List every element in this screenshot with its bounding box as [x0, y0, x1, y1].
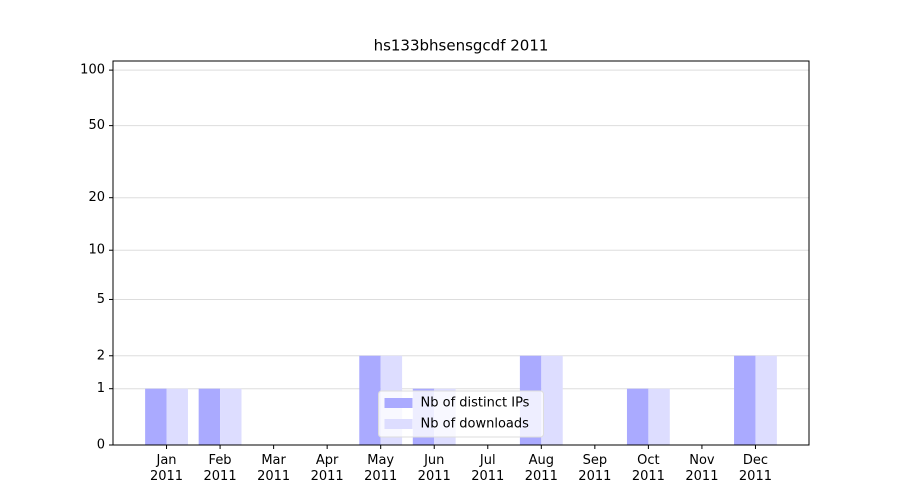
- legend-box: [378, 390, 544, 438]
- bar: [755, 355, 777, 445]
- y-tick-label: 50: [88, 118, 105, 133]
- bar: [359, 355, 381, 445]
- bar: [220, 388, 242, 445]
- plot-frame: [112, 60, 810, 446]
- y-tick-label: 20: [88, 190, 105, 205]
- y-tick-label: 5: [97, 292, 105, 307]
- x-tick-label: Jul 2011: [471, 453, 505, 484]
- y-tick-label: 10: [88, 243, 105, 258]
- legend-swatch: [384, 419, 413, 429]
- bar: [626, 388, 649, 445]
- x-tick-label: Feb 2011: [203, 453, 237, 484]
- y-tick-label: 0: [97, 438, 105, 453]
- bar: [198, 388, 221, 445]
- legend: Nb of distinct IPs Nb of downloads: [378, 390, 544, 438]
- x-tick-label: Dec 2011: [738, 453, 772, 484]
- legend-label: Nb of distinct IPs: [421, 396, 530, 411]
- legend-swatch: [384, 398, 413, 408]
- x-tick-label: May 2011: [364, 453, 398, 484]
- chart-title: hs133bhsensgcdf 2011: [374, 37, 549, 55]
- x-tick-label: Aug 2011: [524, 453, 558, 484]
- bar: [166, 388, 188, 445]
- bar: [648, 388, 670, 445]
- y-tick-label: 2: [97, 348, 105, 363]
- x-tick-label: Sep 2011: [578, 453, 612, 484]
- x-tick-label: Mar 2011: [257, 453, 291, 484]
- x-tick-label: Nov 2011: [685, 453, 719, 484]
- bar: [541, 355, 563, 445]
- bar: [734, 355, 756, 445]
- y-tick-label: 1: [97, 381, 105, 396]
- x-tick-label: Apr 2011: [310, 453, 344, 484]
- x-tick-label: Jun 2011: [417, 453, 451, 484]
- bar: [145, 388, 167, 445]
- x-tick-label: Jan 2011: [149, 453, 184, 484]
- y-tick-label: 100: [80, 63, 105, 78]
- x-tick-label: Oct 2011: [631, 453, 665, 484]
- legend-label: Nb of downloads: [421, 417, 530, 432]
